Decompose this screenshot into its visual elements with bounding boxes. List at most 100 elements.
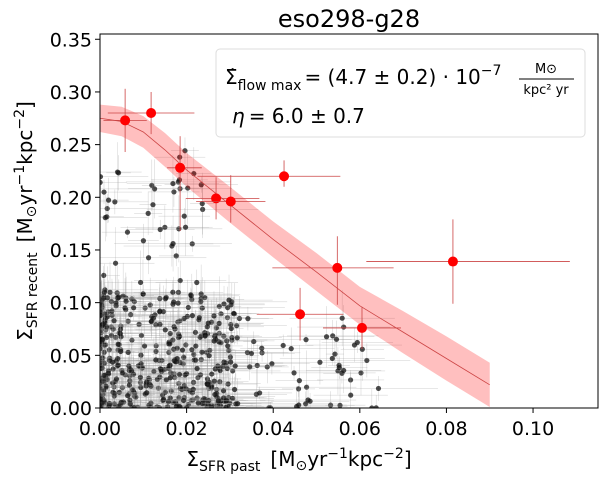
pixel-point: [150, 315, 157, 321]
pixel-point: [228, 325, 234, 332]
pixel-point: [140, 238, 147, 244]
binned-point: [211, 193, 222, 204]
pixel-point: [189, 313, 196, 319]
pixel-point: [177, 154, 183, 160]
pixel-point: [247, 364, 253, 370]
pixel-point: [100, 302, 104, 308]
pixel-point: [103, 383, 109, 389]
pixel-point: [232, 363, 238, 369]
plot-frame: [99, 33, 599, 409]
pixel-point: [175, 300, 181, 306]
pixel-point: [211, 338, 217, 344]
pixel-point: [185, 185, 191, 191]
pixel-point: [112, 260, 119, 266]
y-tick-label: 0.25: [50, 135, 92, 157]
pixel-point: [369, 405, 375, 408]
pixel-point: [145, 255, 152, 261]
pixel-point: [189, 347, 195, 353]
pixel-point: [182, 148, 188, 154]
pixel-point: [129, 368, 135, 374]
model-line: [99, 117, 490, 386]
pixel-point: [199, 349, 205, 355]
y-axis-ticks: 0.00 0.05 0.10 0.15 0.20 0.25 0.30 0.35: [50, 29, 100, 420]
pixel-point: [341, 324, 347, 330]
pixel-point: [181, 354, 187, 360]
y-axis-label-unit-a: [M: [13, 217, 37, 242]
pixel-point: [228, 359, 234, 365]
pixel-point: [248, 350, 255, 357]
x-tick-label: 0.10: [512, 418, 554, 440]
x-axis-label: ΣSFR past [M⊙yr−1kpc−2]: [186, 446, 411, 475]
pixel-point: [189, 241, 195, 247]
pixel-point: [201, 396, 207, 402]
y-axis-label-unit-f: −2: [12, 109, 28, 130]
pixel-point: [176, 403, 183, 408]
legend-eta-value: = 6.0 ± 0.7: [249, 104, 365, 128]
pixel-point: [104, 295, 111, 301]
pixel-point: [176, 226, 182, 232]
pixel-point: [151, 186, 158, 192]
pixel-point: [259, 350, 265, 356]
x-axis-label-unit-a: [M: [270, 447, 295, 471]
y-axis-label-unit-b: ⊙: [24, 206, 40, 218]
pixel-point: [170, 289, 176, 295]
pixel-point: [145, 210, 151, 216]
pixel-point: [215, 398, 221, 404]
pixel-point: [269, 361, 275, 367]
pixel-point: [112, 199, 118, 205]
pixel-point: [193, 343, 199, 349]
legend-flow-exp: −7: [481, 63, 502, 79]
pixel-point: [147, 302, 153, 308]
pixel-point: [211, 378, 217, 384]
pixel-point: [207, 347, 213, 353]
pixel-point: [288, 346, 294, 352]
pixel-point: [251, 338, 257, 345]
pixel-point: [180, 397, 187, 404]
pixel-point: [158, 366, 164, 373]
pixel-point: [296, 378, 302, 384]
pixel-point: [106, 400, 113, 407]
binned-point: [225, 196, 236, 207]
pixel-point: [202, 332, 208, 338]
pixel-point: [216, 320, 222, 327]
pixel-point: [257, 390, 263, 396]
binned-point: [279, 171, 290, 182]
pixel-point: [209, 371, 215, 377]
y-axis-label-unit-e: kpc: [13, 130, 37, 165]
x-axis-label-unit-f: −2: [383, 446, 404, 462]
pixel-point: [154, 376, 160, 382]
pixel-point: [109, 359, 116, 365]
pixel-point: [329, 355, 335, 362]
pixel-point: [195, 400, 201, 406]
pixel-point: [171, 189, 177, 195]
x-tick-label: 0.02: [165, 418, 207, 440]
pixel-point: [172, 326, 178, 332]
legend-eta-symbol: η: [232, 104, 245, 128]
y-axis-label-symbol: Σ: [13, 328, 37, 341]
legend-eta: η = 6.0 ± 0.7: [232, 104, 365, 128]
binned-points-group: [103, 88, 570, 350]
pixel-point: [171, 299, 177, 305]
pixel-point: [117, 330, 123, 337]
pixel-point: [198, 291, 204, 297]
pixel-points-group: [100, 137, 438, 408]
pixel-point: [317, 359, 323, 365]
pixel-point: [167, 330, 173, 337]
binned-point: [146, 108, 157, 119]
pixel-point: [179, 347, 186, 353]
pixel-point: [161, 396, 167, 402]
pixel-point: [323, 334, 330, 340]
pixel-point: [115, 170, 122, 176]
y-tick-label: 0.15: [50, 240, 92, 262]
pixel-point: [259, 345, 265, 351]
pixel-point: [226, 297, 232, 303]
pixel-point: [332, 351, 338, 357]
pixel-point: [101, 372, 107, 378]
pixel-point: [244, 349, 251, 356]
pixel-point: [225, 305, 231, 311]
pixel-point: [194, 279, 200, 286]
pixel-point: [125, 393, 131, 399]
pixel-point: [113, 300, 119, 306]
pixel-point: [138, 384, 144, 390]
binned-point: [175, 162, 186, 173]
